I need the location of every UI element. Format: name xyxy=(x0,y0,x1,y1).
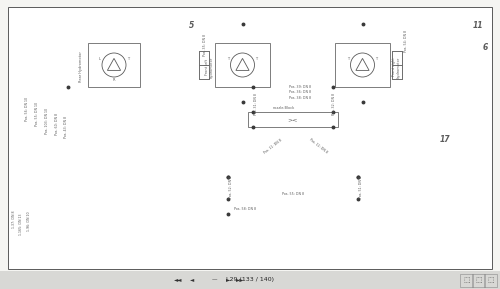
Bar xyxy=(248,112,338,127)
Bar xyxy=(484,274,497,287)
Text: 5: 5 xyxy=(190,21,194,31)
Bar xyxy=(199,51,209,65)
Text: Pos. 56: DN 10: Pos. 56: DN 10 xyxy=(25,97,29,121)
Text: 1.96: DN 10: 1.96: DN 10 xyxy=(27,211,31,231)
Bar xyxy=(460,274,473,287)
Text: ⬚: ⬚ xyxy=(488,277,494,283)
Text: ><: >< xyxy=(288,117,298,122)
Text: R: R xyxy=(113,78,115,82)
Text: Pos. 36: DN 8: Pos. 36: DN 8 xyxy=(289,90,311,94)
Text: T: T xyxy=(127,57,129,61)
Text: Pos. 31: DN 8: Pos. 31: DN 8 xyxy=(254,93,258,115)
Text: T: T xyxy=(256,57,258,61)
Text: T: T xyxy=(348,57,350,61)
Text: Pos. 38: DN 8: Pos. 38: DN 8 xyxy=(289,96,311,100)
Bar xyxy=(199,51,209,79)
Text: ◄◄: ◄◄ xyxy=(174,277,182,283)
Circle shape xyxy=(102,53,126,77)
Text: Pos. 103: DN 10: Pos. 103: DN 10 xyxy=(45,108,49,134)
Bar xyxy=(0,271,500,289)
Text: —: — xyxy=(211,277,217,283)
Text: Pos. 58: DN 8: Pos. 58: DN 8 xyxy=(234,207,256,211)
Text: Pos. 43: DN 8: Pos. 43: DN 8 xyxy=(64,116,68,138)
Text: Pos. 35: DN 8: Pos. 35: DN 8 xyxy=(203,34,207,56)
Text: Pos. 55: DN 8: Pos. 55: DN 8 xyxy=(282,192,304,196)
Text: Pos. 39: DN 8: Pos. 39: DN 8 xyxy=(289,85,311,89)
Circle shape xyxy=(350,53,374,77)
Text: Pos. 60: DN 8: Pos. 60: DN 8 xyxy=(55,113,59,135)
Bar xyxy=(472,274,485,287)
Text: Pos. 11: DN 8: Pos. 11: DN 8 xyxy=(263,138,283,154)
Text: 1.165: DN 13: 1.165: DN 13 xyxy=(19,213,23,235)
Text: ◄: ◄ xyxy=(190,277,194,283)
Text: ⬚: ⬚ xyxy=(476,277,482,283)
Text: 1.37: DN 8: 1.37: DN 8 xyxy=(12,210,16,228)
Text: 11: 11 xyxy=(473,21,483,31)
Text: 17: 17 xyxy=(440,134,450,144)
Text: Front left
hydromotor: Front left hydromotor xyxy=(204,56,214,78)
Bar xyxy=(215,43,270,87)
Text: Pos. 12: DN 8: Pos. 12: DN 8 xyxy=(308,138,328,154)
Text: nozzle-Block: nozzle-Block xyxy=(273,106,295,110)
Text: ►►: ►► xyxy=(236,277,244,283)
Text: Pos. 51: DN 8: Pos. 51: DN 8 xyxy=(359,176,363,198)
Text: ►: ► xyxy=(226,277,230,283)
Text: Front right
hydromotor: Front right hydromotor xyxy=(392,56,400,78)
Bar xyxy=(22,22,477,94)
Bar xyxy=(88,43,140,87)
Text: 6: 6 xyxy=(482,42,488,51)
Bar xyxy=(392,51,402,65)
Circle shape xyxy=(230,53,254,77)
Text: Rear Hydromotor: Rear Hydromotor xyxy=(79,51,83,82)
Text: Pos. 54: DN 8: Pos. 54: DN 8 xyxy=(404,30,408,52)
Text: Pos. 52: DN 8: Pos. 52: DN 8 xyxy=(229,176,233,198)
Text: Pos. 55: DN 10: Pos. 55: DN 10 xyxy=(35,102,39,126)
Text: L: L xyxy=(99,57,101,61)
Bar xyxy=(199,65,209,79)
Text: T: T xyxy=(228,57,230,61)
Text: ⬚: ⬚ xyxy=(464,277,470,283)
Text: Pos. 32: DN 8: Pos. 32: DN 8 xyxy=(332,93,336,115)
Bar xyxy=(190,27,450,89)
Text: L29 (133 / 140): L29 (133 / 140) xyxy=(226,277,274,283)
Bar xyxy=(392,65,402,79)
Bar xyxy=(335,43,390,87)
Text: T: T xyxy=(376,57,378,61)
Bar xyxy=(392,51,402,79)
